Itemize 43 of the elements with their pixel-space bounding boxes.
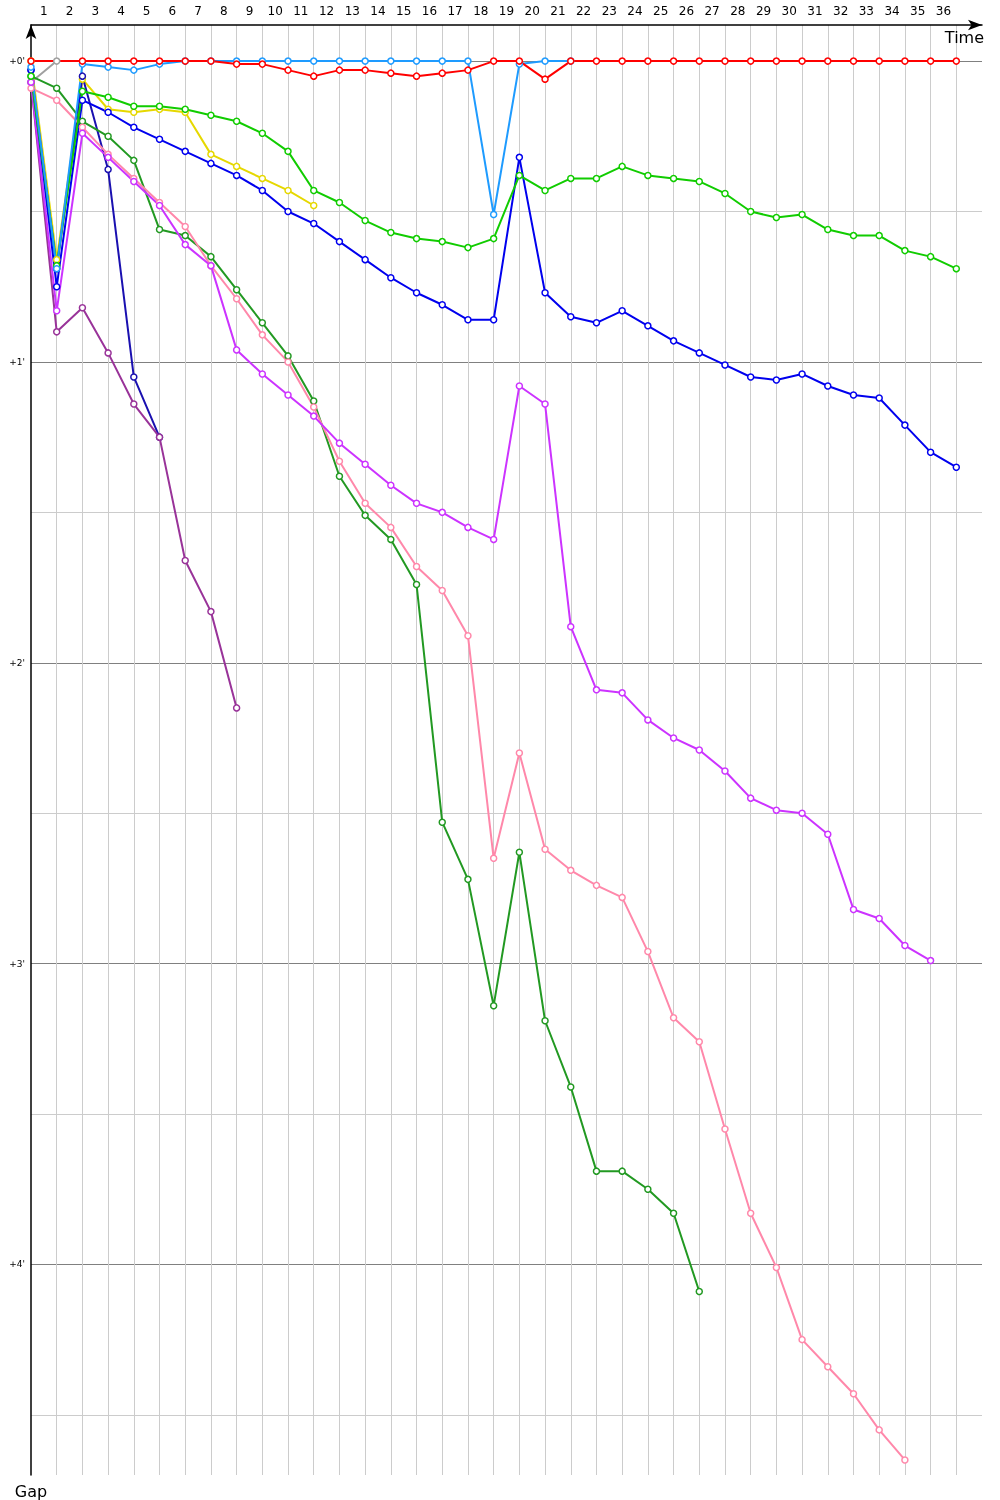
x-axis-title: Time (943, 27, 984, 47)
x-tick-label: 4 (117, 4, 125, 18)
y-tick-label: +2' (9, 657, 25, 668)
x-tick-label: 6 (168, 4, 177, 18)
x-tick-label: 15 (396, 4, 412, 18)
x-tick-label: 31 (807, 4, 823, 18)
x-tick-label: 29 (755, 4, 772, 18)
x-tick-label: 23 (601, 4, 617, 18)
x-tick-label: 24 (627, 4, 643, 18)
x-tick-label: 36 (935, 4, 952, 18)
x-tick-label: 7 (194, 4, 202, 18)
x-tick-label: 28 (730, 4, 746, 18)
x-tick-label: 8 (219, 4, 228, 18)
x-tick-label: 30 (781, 4, 797, 18)
x-tick-label: 32 (832, 4, 849, 18)
y-tick-label: +4' (9, 1259, 25, 1270)
y-tick-label: +3' (9, 958, 25, 969)
x-tick-label: 35 (910, 4, 926, 18)
x-tick-label: 33 (858, 4, 874, 18)
x-tick-label: 25 (653, 4, 669, 18)
x-tick-label: 1 (40, 4, 48, 18)
x-tick-label: 22 (575, 4, 592, 18)
x-tick-label: 18 (473, 4, 489, 18)
x-tick-label: 9 (245, 4, 254, 18)
y-tick-label: +0' (9, 56, 25, 67)
y-tick-label: +1' (9, 356, 25, 367)
x-tick-label: 21 (550, 4, 566, 18)
x-tick-label: 20 (524, 4, 540, 18)
x-tick-label: 13 (344, 4, 360, 18)
x-tick-label: 26 (678, 4, 695, 18)
x-tick-label: 5 (142, 4, 151, 18)
x-tick-label: 2 (65, 4, 74, 18)
x-tick-label: 17 (447, 4, 463, 18)
x-tick-label: 16 (421, 4, 438, 18)
x-tick-label: 10 (267, 4, 283, 18)
x-tick-label: 3 (91, 4, 100, 18)
y-axis-title: Gap (14, 1481, 48, 1500)
x-tick-label: 11 (293, 4, 309, 18)
x-tick-label: 14 (370, 4, 386, 18)
x-tick-label: 12 (318, 4, 335, 18)
x-tick-label: 19 (498, 4, 515, 18)
x-tick-label: 34 (884, 4, 900, 18)
x-tick-label: 27 (704, 4, 720, 18)
